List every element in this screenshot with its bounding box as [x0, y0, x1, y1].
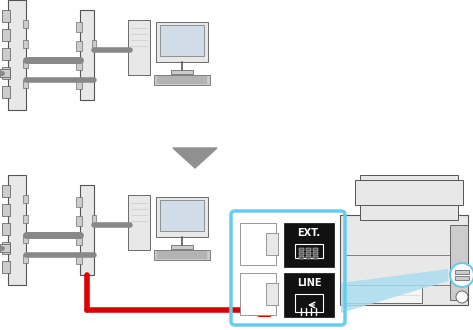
Circle shape: [450, 263, 473, 287]
Bar: [240, 273, 276, 315]
Bar: [171, 70, 193, 74]
Bar: [2, 204, 10, 216]
Bar: [240, 223, 276, 265]
Bar: [92, 215, 96, 223]
Bar: [23, 195, 28, 203]
Circle shape: [456, 291, 468, 303]
Bar: [2, 223, 10, 235]
Bar: [450, 225, 468, 300]
Bar: [76, 197, 82, 207]
Bar: [80, 185, 94, 275]
Bar: [266, 233, 278, 255]
Bar: [345, 285, 422, 303]
Bar: [160, 200, 204, 231]
Bar: [23, 215, 28, 223]
Bar: [284, 273, 334, 317]
Bar: [2, 185, 10, 197]
Bar: [306, 248, 311, 251]
Bar: [2, 242, 10, 254]
Polygon shape: [341, 269, 448, 313]
Bar: [299, 256, 304, 259]
Bar: [23, 80, 28, 88]
Bar: [299, 248, 304, 251]
Bar: [76, 41, 82, 51]
Bar: [156, 22, 208, 62]
Bar: [76, 60, 82, 70]
Bar: [23, 235, 28, 243]
Polygon shape: [173, 148, 217, 168]
Bar: [313, 252, 318, 255]
Bar: [76, 79, 82, 89]
Bar: [154, 75, 210, 85]
Bar: [76, 254, 82, 264]
Bar: [360, 175, 458, 220]
Bar: [2, 86, 10, 98]
Bar: [171, 245, 193, 249]
Bar: [313, 248, 318, 251]
Bar: [128, 195, 150, 250]
Bar: [313, 256, 318, 259]
Bar: [340, 215, 468, 305]
Bar: [128, 20, 150, 75]
Bar: [0, 244, 10, 252]
Bar: [76, 22, 82, 32]
Bar: [455, 270, 469, 274]
Bar: [8, 0, 26, 110]
Bar: [266, 283, 278, 305]
Bar: [80, 10, 94, 100]
Text: LINE: LINE: [297, 278, 321, 288]
Bar: [306, 256, 311, 259]
Bar: [154, 250, 210, 260]
Bar: [76, 216, 82, 226]
Bar: [284, 223, 334, 267]
Polygon shape: [355, 180, 463, 205]
Bar: [2, 48, 10, 60]
Bar: [23, 255, 28, 263]
Bar: [455, 276, 469, 280]
Bar: [2, 67, 10, 79]
Bar: [306, 252, 311, 255]
Bar: [76, 235, 82, 245]
Bar: [2, 261, 10, 273]
Bar: [295, 244, 323, 258]
Bar: [8, 175, 26, 285]
Bar: [160, 25, 204, 56]
Bar: [295, 294, 323, 312]
Bar: [23, 40, 28, 48]
Bar: [23, 60, 28, 68]
Bar: [2, 10, 10, 22]
Bar: [23, 20, 28, 28]
Bar: [258, 304, 270, 316]
Bar: [156, 197, 208, 237]
Bar: [92, 40, 96, 48]
Text: EXT.: EXT.: [298, 228, 321, 238]
Bar: [2, 29, 10, 41]
Bar: [299, 252, 304, 255]
Bar: [0, 69, 10, 77]
